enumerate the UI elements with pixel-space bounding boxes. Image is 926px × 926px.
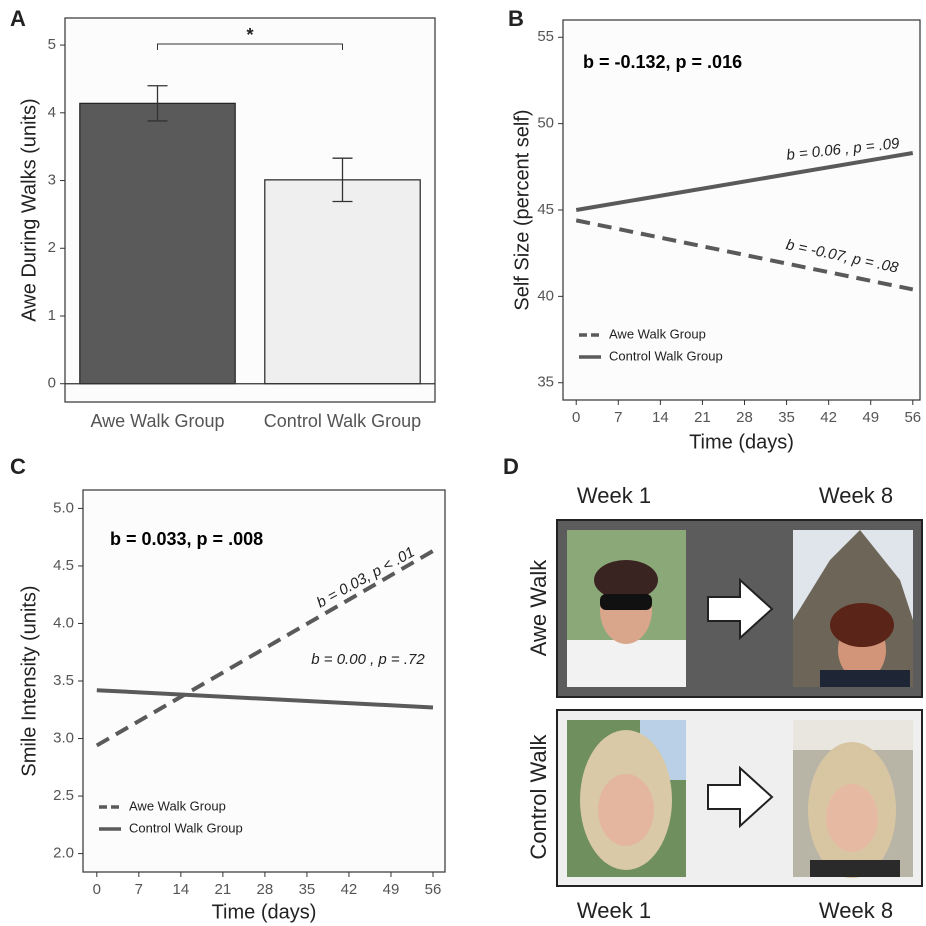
x-tick-label: 28 xyxy=(257,881,274,898)
column-label: Week 1 xyxy=(577,483,651,508)
x-tick-label: 28 xyxy=(736,409,753,426)
x-tick-label: 14 xyxy=(173,881,190,898)
series-line xyxy=(575,218,914,292)
y-tick-label: 2.5 xyxy=(53,787,74,804)
panel-d: Week 1 Week 8 xyxy=(526,483,923,923)
y-tick-label: 50 xyxy=(537,115,554,132)
error-bar xyxy=(147,85,168,122)
x-tick-label: 7 xyxy=(614,409,622,426)
significance-bracket xyxy=(157,43,343,50)
legend-label: Control Walk Group xyxy=(129,820,243,835)
panel-letter: A xyxy=(10,6,26,31)
significance-label: * xyxy=(246,25,253,45)
photo xyxy=(567,530,686,687)
row-label: Control Walk xyxy=(526,733,551,859)
y-tick-label: 35 xyxy=(537,374,554,391)
column-label: Week 1 xyxy=(577,898,651,923)
annotation: b = 0.00 , p = .72 xyxy=(311,651,425,668)
bar xyxy=(79,102,236,385)
y-tick-label: 4.5 xyxy=(53,557,74,574)
y-tick-label: 1 xyxy=(48,307,56,324)
bar xyxy=(264,179,421,385)
y-tick-label: 3.0 xyxy=(53,729,74,746)
y-tick-label: 5 xyxy=(48,36,56,53)
x-tick-label: 0 xyxy=(93,881,101,898)
series-line xyxy=(575,151,914,212)
legend-label: Control Walk Group xyxy=(609,348,723,363)
series-line xyxy=(96,688,434,710)
y-tick-label: 2 xyxy=(48,239,56,256)
x-tick-label: 35 xyxy=(778,409,795,426)
x-tick-label: 42 xyxy=(341,881,358,898)
y-tick-label: 40 xyxy=(537,287,554,304)
x-axis-title: Time (days) xyxy=(689,431,794,453)
x-tick-label: 0 xyxy=(572,409,580,426)
x-tick-label: 21 xyxy=(215,881,232,898)
column-label: Week 8 xyxy=(819,898,893,923)
x-tick-label: 49 xyxy=(862,409,879,426)
y-tick-label: 55 xyxy=(537,28,554,45)
column-label: Week 8 xyxy=(819,483,893,508)
y-tick-label: 0 xyxy=(48,375,56,392)
plot-frame xyxy=(562,19,921,401)
x-tick-label: 14 xyxy=(652,409,669,426)
panel-letter: D xyxy=(503,454,519,479)
legend-label: Awe Walk Group xyxy=(609,326,706,341)
x-tick-label: 49 xyxy=(383,881,400,898)
y-tick-label: 3 xyxy=(48,172,56,189)
annotation: b = 0.033, p = .008 xyxy=(110,529,263,549)
arrow xyxy=(707,577,774,641)
y-axis-title: Awe During Walks (units) xyxy=(18,98,40,321)
photo xyxy=(793,720,913,878)
photo xyxy=(567,720,686,877)
y-axis-title: Smile Intensity (units) xyxy=(18,585,40,776)
x-tick-label: 7 xyxy=(135,881,143,898)
annotation: b = -0.132, p = .016 xyxy=(583,52,742,72)
x-tick-label: 56 xyxy=(425,881,442,898)
panel-letter: C xyxy=(10,454,26,479)
x-tick-label: 21 xyxy=(694,409,711,426)
arrow xyxy=(707,765,774,829)
y-tick-label: 3.5 xyxy=(53,672,74,689)
x-tick-label: 35 xyxy=(299,881,316,898)
legend-label: Awe Walk Group xyxy=(129,798,226,813)
y-tick-label: 5.0 xyxy=(53,499,74,516)
x-tick-label: Control Walk Group xyxy=(264,411,421,431)
y-tick-label: 2.0 xyxy=(53,845,74,862)
x-tick-label: 42 xyxy=(820,409,837,426)
x-axis-title: Time (days) xyxy=(212,901,317,923)
photo xyxy=(793,530,913,687)
y-tick-label: 4 xyxy=(48,104,56,121)
x-tick-label: 56 xyxy=(904,409,921,426)
error-bar xyxy=(332,157,353,203)
row-label: Awe Walk xyxy=(526,559,551,657)
panel-letter: B xyxy=(508,6,524,31)
y-axis-title: Self Size (percent self) xyxy=(511,109,533,310)
x-tick-label: Awe Walk Group xyxy=(90,411,224,431)
y-tick-label: 45 xyxy=(537,201,554,218)
y-tick-label: 4.0 xyxy=(53,614,74,631)
